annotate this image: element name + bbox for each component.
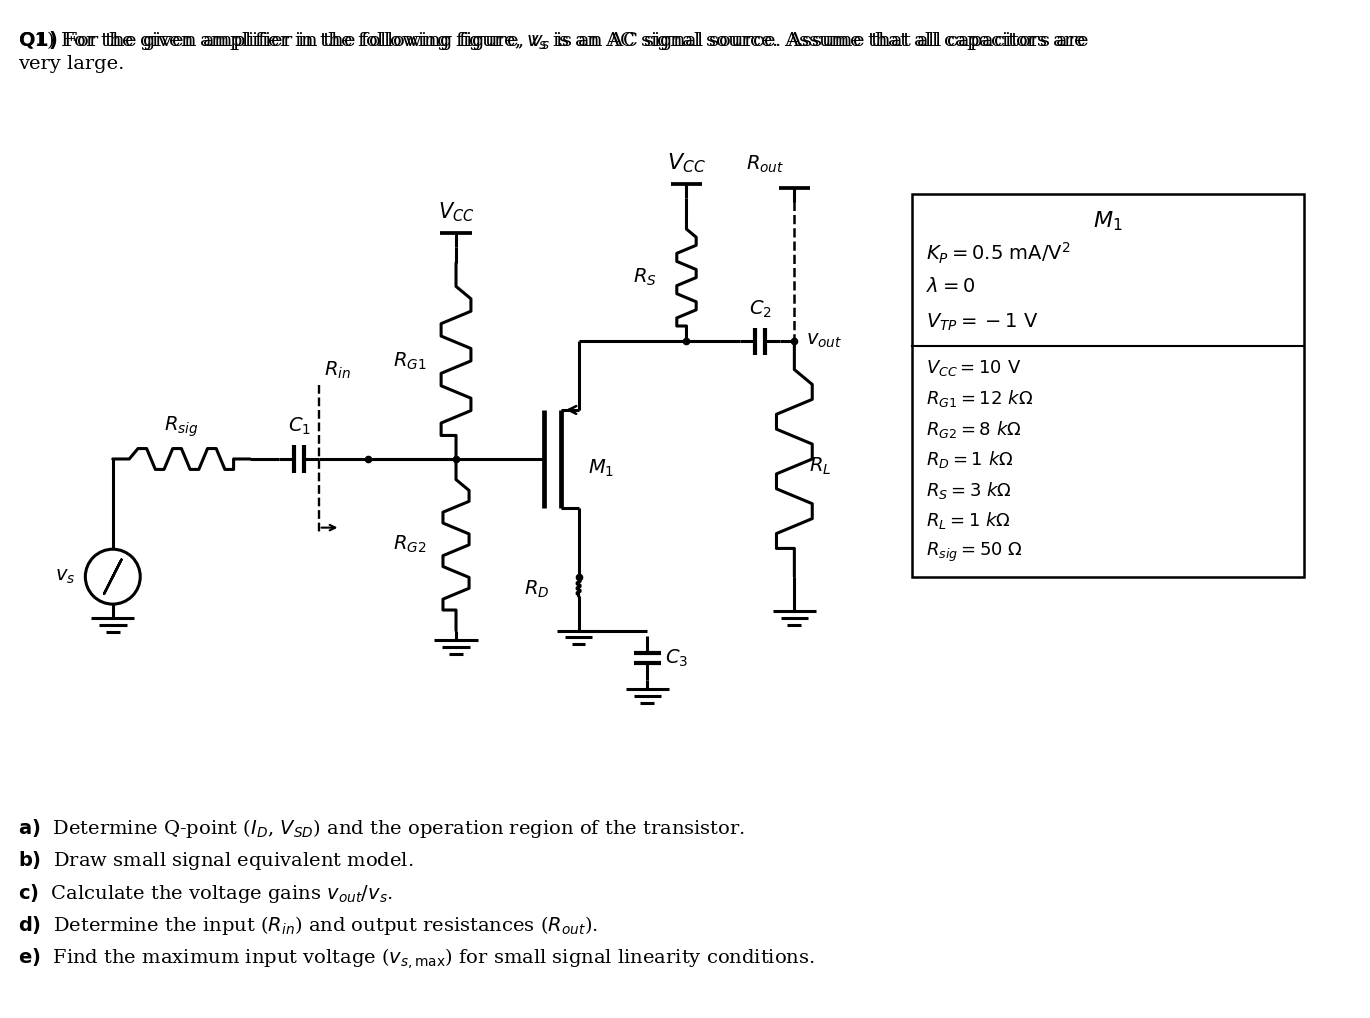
Text: $R_{G1} = 12\ k\Omega$: $R_{G1} = 12\ k\Omega$ bbox=[926, 389, 1033, 409]
Text: $v_{out}$: $v_{out}$ bbox=[806, 332, 843, 350]
Text: $V_{TP} = -1\ \mathrm{V}$: $V_{TP} = -1\ \mathrm{V}$ bbox=[926, 312, 1038, 333]
Text: $\mathbf{d)}$  Determine the input ($R_{in}$) and output resistances ($R_{out}$): $\mathbf{d)}$ Determine the input ($R_{i… bbox=[18, 914, 597, 937]
Text: $\mathbf{a)}$  Determine Q-point ($I_D$, $V_{SD}$) and the operation region of t: $\mathbf{a)}$ Determine Q-point ($I_D$, … bbox=[18, 816, 745, 840]
Text: $R_{G2} = 8\ k\Omega$: $R_{G2} = 8\ k\Omega$ bbox=[926, 418, 1022, 440]
Text: $\mathbf{e)}$  Find the maximum input voltage ($v_{s,\mathrm{max}}$) for small s: $\mathbf{e)}$ Find the maximum input vol… bbox=[18, 947, 814, 971]
Text: $C_1$: $C_1$ bbox=[288, 416, 311, 438]
Text: Q1) For the given amplifier in the following figure, $v_s$ is an AC signal sourc: Q1) For the given amplifier in the follo… bbox=[18, 30, 1085, 53]
Text: $\lambda = 0$: $\lambda = 0$ bbox=[926, 277, 975, 295]
Text: $V_{CC}$: $V_{CC}$ bbox=[437, 200, 474, 224]
Text: $R_S = 3\ k\Omega$: $R_S = 3\ k\Omega$ bbox=[926, 479, 1011, 501]
Text: $R_L = 1\ k\Omega$: $R_L = 1\ k\Omega$ bbox=[926, 510, 1011, 531]
Text: $R_{sig} = 50\ \Omega$: $R_{sig} = 50\ \Omega$ bbox=[926, 541, 1022, 564]
Text: $R_{sig}$: $R_{sig}$ bbox=[164, 415, 199, 440]
Bar bbox=[912, 194, 1304, 576]
Text: $V_{CC}$: $V_{CC}$ bbox=[667, 151, 706, 174]
Text: $R_{G1}$: $R_{G1}$ bbox=[393, 350, 426, 372]
Text: $K_P = 0.5\ \mathrm{mA/V^2}$: $K_P = 0.5\ \mathrm{mA/V^2}$ bbox=[926, 241, 1070, 267]
Text: $R_{in}$: $R_{in}$ bbox=[323, 359, 351, 381]
Text: $R_D$: $R_D$ bbox=[523, 578, 549, 600]
Text: $M_1$: $M_1$ bbox=[1093, 210, 1123, 233]
Text: $C_2$: $C_2$ bbox=[748, 298, 771, 320]
Text: $\mathbf{Q1)}$ For the given amplifier in the following figure, $v_s$ is an AC s: $\mathbf{Q1)}$ For the given amplifier i… bbox=[18, 30, 1089, 53]
Text: $R_{out}$: $R_{out}$ bbox=[747, 154, 785, 174]
Text: very large.: very large. bbox=[18, 55, 125, 73]
Text: $C_3$: $C_3$ bbox=[664, 647, 688, 669]
Text: $R_D = 1\ k\Omega$: $R_D = 1\ k\Omega$ bbox=[926, 449, 1014, 470]
Text: $R_L$: $R_L$ bbox=[810, 456, 832, 477]
Text: $V_{CC} = 10\ \mathrm{V}$: $V_{CC} = 10\ \mathrm{V}$ bbox=[926, 358, 1021, 378]
Text: $M_1$: $M_1$ bbox=[588, 458, 615, 479]
Text: $R_S$: $R_S$ bbox=[633, 267, 658, 288]
Text: $v_s$: $v_s$ bbox=[55, 567, 75, 585]
Text: $\mathbf{c)}$  Calculate the voltage gains $v_{out}/v_s$.: $\mathbf{c)}$ Calculate the voltage gain… bbox=[18, 882, 393, 905]
Text: $R_{G2}$: $R_{G2}$ bbox=[393, 534, 426, 556]
Text: $\mathbf{b)}$  Draw small signal equivalent model.: $\mathbf{b)}$ Draw small signal equivale… bbox=[18, 849, 414, 872]
